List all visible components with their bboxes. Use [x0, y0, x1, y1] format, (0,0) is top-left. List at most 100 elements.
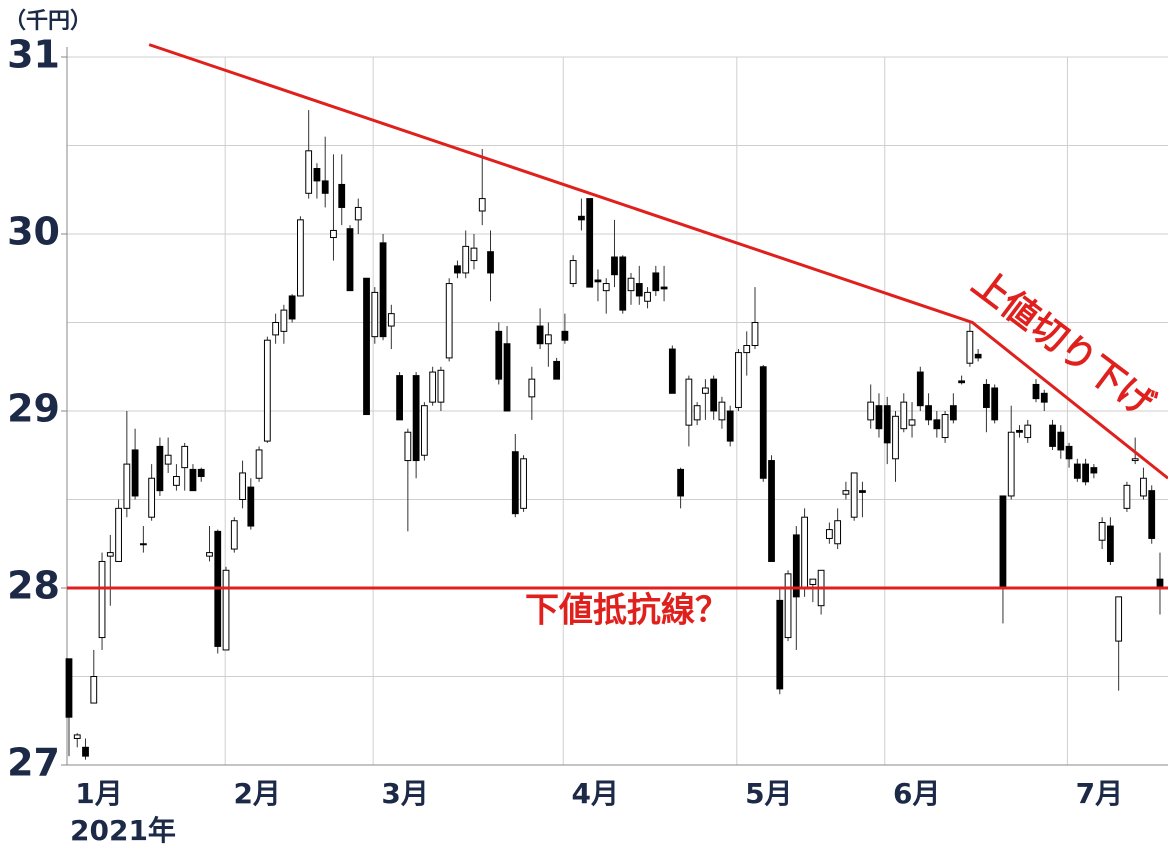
y-tick-label: 29 — [7, 387, 60, 431]
candle-body — [371, 291, 379, 338]
candle-body — [974, 353, 982, 359]
candle-body — [751, 322, 759, 347]
candle-body — [652, 272, 660, 292]
candle-body — [239, 472, 246, 501]
candle-body — [197, 468, 205, 477]
candle-body — [619, 256, 627, 311]
candle-body — [98, 560, 106, 639]
candle-body — [1098, 522, 1106, 541]
candle-body — [776, 599, 784, 690]
candle-body — [1040, 392, 1048, 403]
candle-body — [131, 449, 139, 497]
candle-body — [90, 676, 98, 704]
x-tick-label: 7月 — [1076, 777, 1123, 810]
candle-body — [627, 277, 635, 292]
candle-body — [255, 449, 263, 479]
candle-body — [503, 343, 511, 412]
candle-body — [1024, 424, 1032, 439]
candle-body — [801, 516, 808, 589]
candle-body — [685, 378, 693, 426]
candle-body — [710, 378, 718, 412]
candle-body — [718, 401, 726, 421]
candle-body — [487, 251, 494, 274]
candle-body — [82, 746, 89, 757]
candle-body — [429, 371, 437, 403]
candle-body — [859, 490, 866, 493]
candle-body — [148, 477, 156, 518]
candle-body — [1131, 458, 1139, 462]
candle-body — [115, 507, 122, 562]
candle-body — [437, 369, 445, 403]
candle-body — [1123, 484, 1131, 509]
candle-body — [305, 150, 313, 194]
candle-body — [594, 279, 602, 283]
candle-body — [908, 419, 916, 426]
candle-body — [173, 475, 180, 486]
candle-body — [1073, 463, 1081, 479]
trend-lines — [67, 43, 1168, 590]
x-axis-label: 2021年 — [70, 814, 176, 847]
candle-body — [1032, 383, 1040, 400]
candle-body — [321, 180, 329, 194]
candle-body — [900, 401, 908, 430]
candle-body — [1049, 424, 1056, 447]
candle-body — [842, 490, 850, 495]
candle-body — [528, 378, 536, 398]
candle-body — [338, 183, 346, 208]
candle-body — [73, 734, 81, 739]
x-tick-label: 6月 — [893, 777, 940, 810]
candle-body — [206, 552, 213, 557]
candle-body — [387, 313, 395, 327]
candle-body — [272, 322, 280, 336]
candle-body — [230, 520, 238, 550]
candle-body — [941, 414, 949, 439]
x-tick-label: 4月 — [571, 777, 618, 810]
candle-body — [1065, 445, 1073, 460]
y-tick-label: 28 — [7, 564, 60, 608]
candle-body — [677, 468, 684, 497]
candle-body — [288, 295, 296, 320]
candle-body — [850, 472, 858, 518]
candle-body — [1115, 596, 1123, 642]
candle-body — [602, 283, 610, 292]
y-tick-label: 27 — [7, 741, 60, 785]
candle-body — [379, 242, 387, 338]
candle-body — [825, 529, 833, 539]
candle-body — [1016, 429, 1023, 433]
candle-body — [263, 339, 271, 442]
candle-body — [925, 405, 932, 421]
candle-body — [792, 534, 800, 598]
candle-body — [156, 445, 164, 492]
candle-body — [561, 330, 569, 341]
x-tick-label: 5月 — [745, 777, 792, 810]
candle-body — [834, 520, 842, 545]
candle-body — [189, 468, 197, 492]
grid — [61, 47, 1168, 766]
candle-body — [544, 334, 552, 345]
candle-body — [313, 168, 321, 182]
candle-body — [247, 486, 255, 527]
candle-body — [478, 198, 486, 212]
candle-body — [123, 463, 131, 509]
candle-body — [668, 348, 676, 394]
candle-body — [809, 578, 817, 585]
candle-body — [1057, 431, 1065, 451]
candles — [65, 110, 1164, 760]
candle-body — [949, 405, 957, 421]
candle-body — [743, 345, 751, 354]
candle-body — [999, 495, 1007, 589]
candle-body — [933, 419, 941, 430]
candle-body — [520, 458, 527, 509]
candle-body — [759, 366, 767, 479]
candle-body — [784, 573, 792, 639]
candle-body — [611, 256, 618, 276]
candle-body — [644, 291, 651, 302]
candle-body — [916, 371, 924, 407]
candle-body — [768, 460, 775, 562]
candle-body — [569, 260, 577, 285]
x-tick-label: 3月 — [381, 777, 428, 810]
x-tick-label: 1月 — [75, 777, 122, 810]
candle-body — [536, 325, 544, 345]
candle-body — [511, 451, 519, 515]
candle-body — [330, 229, 337, 239]
